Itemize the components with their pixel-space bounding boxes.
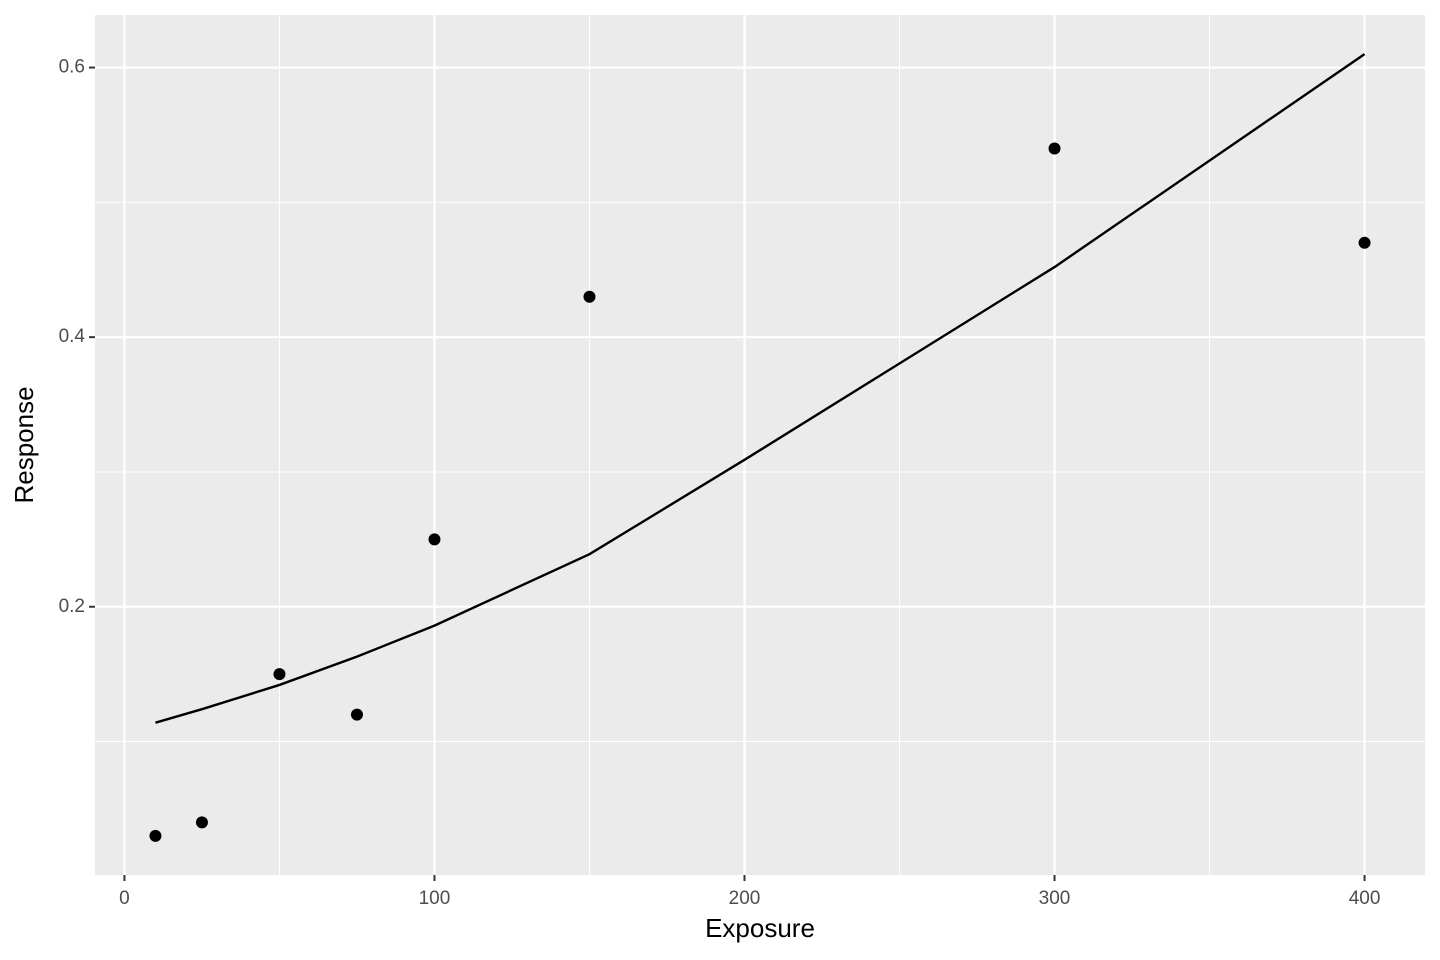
y-axis-title: Response bbox=[9, 386, 39, 503]
y-tick-label: 0.6 bbox=[59, 57, 85, 78]
data-point bbox=[583, 290, 596, 303]
data-point bbox=[273, 668, 286, 681]
data-point bbox=[195, 816, 208, 829]
y-tick-label: 0.4 bbox=[59, 326, 86, 347]
x-axis-title: Exposure bbox=[705, 913, 815, 943]
data-point bbox=[428, 533, 441, 546]
data-point bbox=[1358, 236, 1371, 249]
data-point bbox=[1048, 142, 1061, 155]
y-tick-label: 0.2 bbox=[59, 596, 85, 617]
x-tick-label: 200 bbox=[729, 888, 761, 909]
data-point bbox=[149, 829, 162, 842]
x-tick-label: 0 bbox=[119, 888, 130, 909]
panel bbox=[95, 15, 1425, 875]
x-tick-label: 300 bbox=[1039, 888, 1071, 909]
x-tick-label: 400 bbox=[1349, 888, 1381, 909]
data-point bbox=[350, 708, 363, 721]
x-tick-label: 100 bbox=[419, 888, 451, 909]
fit-line bbox=[155, 53, 1366, 724]
